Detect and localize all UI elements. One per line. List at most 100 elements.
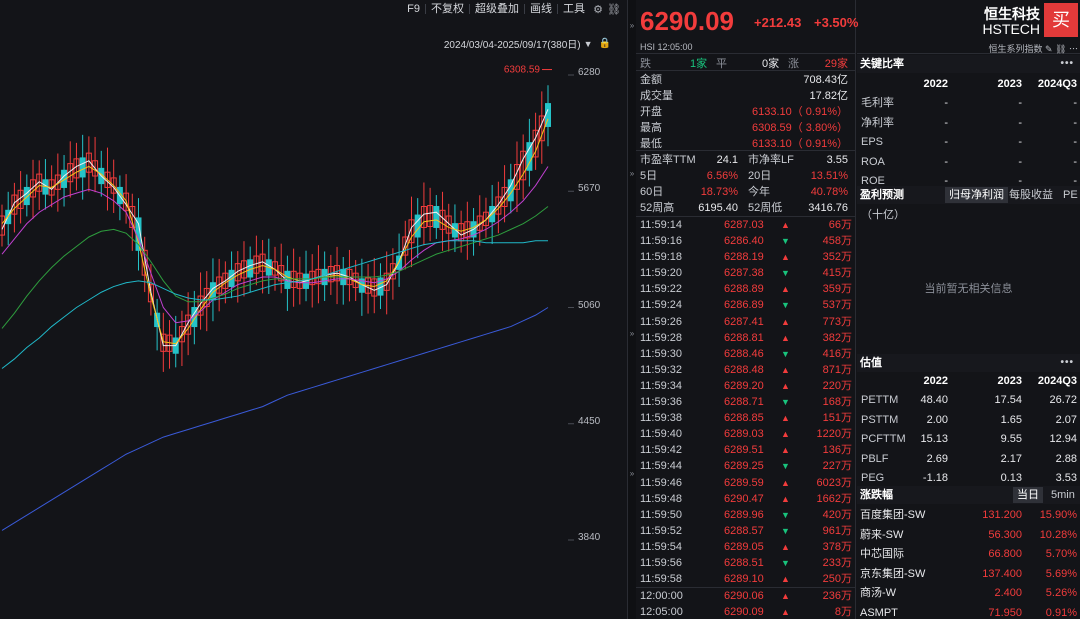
row-label: ROA [861,155,885,168]
link-icon[interactable]: ⛓ [607,3,621,16]
ma-line-2 [1,166,549,324]
toolbar-adjust-button[interactable]: 不复权 [431,3,464,15]
expand-arrow-icon[interactable]: » [629,21,635,30]
tick-row[interactable]: 11:59:36 6288.71 ▼ 168万 [636,394,856,410]
ma-line-0 [1,109,549,347]
tick-row[interactable]: 11:59:14 6287.03 ▲ 66万 [636,217,856,233]
lock-icon[interactable]: 🔒 [598,38,611,49]
tick-row[interactable]: 11:59:54 6289.05 ▲ 378万 [636,539,856,555]
tick-volume: 378万 [822,540,852,553]
mover-price: 56.300 [988,528,1022,541]
tick-row[interactable]: 11:59:44 6289.25 ▼ 227万 [636,458,856,474]
quote-stat-row: 最低 6133.10（ 0.91%） [640,136,852,152]
mover-row[interactable]: ASMPT 71.950 0.91% [857,604,1080,619]
quote-stat-row: 开盘 6133.10（ 0.91%） [640,104,852,120]
chevron-down-icon[interactable]: ▼ [583,38,593,49]
tick-time: 11:59:32 [640,363,683,376]
tab-net-profit[interactable]: 归母净利润 [945,187,1008,203]
tick-time: 11:59:50 [640,508,683,521]
mover-row[interactable]: 京东集团-SW 137.400 5.69% [857,565,1080,584]
tick-time: 11:59:24 [640,299,683,312]
tab-eps[interactable]: 每股收益 [1009,189,1053,201]
tick-time: 12:05:00 [640,606,683,619]
kline-chart-panel[interactable]: 6308.59 F9 不复权 超级叠加 画线 工具 ⚙ ⛓ 2024/03/04… [0,0,628,619]
arrow-down-icon: ▼ [781,348,790,359]
tick-row[interactable]: 11:59:34 6289.20 ▲ 220万 [636,378,856,394]
year-header: 2022 [923,78,948,90]
tick-row[interactable]: 11:59:46 6289.59 ▲ 6023万 [636,475,856,491]
divider [636,587,856,589]
tab-pe[interactable]: PE [1063,189,1078,201]
mover-row[interactable]: 商汤-W 2.400 5.26% [857,584,1080,603]
tick-price: 6288.85 [724,412,764,425]
tick-row[interactable]: 11:59:58 6289.10 ▲ 250万 [636,571,856,587]
tick-row[interactable]: 11:59:40 6289.03 ▲ 1220万 [636,426,856,442]
collapse-strip[interactable]: » » » » [628,0,636,619]
link-icon[interactable]: ⛓ [1055,44,1067,54]
row-label: PEG [861,472,885,484]
more-icon[interactable]: ••• [1060,357,1074,368]
pair-value-2: 40.78% [810,186,848,198]
tick-row[interactable]: 11:59:56 6288.51 ▼ 233万 [636,555,856,571]
toolbar-tools-button[interactable]: 工具 [563,3,585,15]
more-icon[interactable]: ••• [1060,58,1074,69]
tick-row[interactable]: 11:59:20 6287.38 ▼ 415万 [636,265,856,281]
pair-value-1: 18.73% [700,186,738,198]
pair-label-1: 5日 [640,170,658,182]
tick-row[interactable]: 11:59:22 6288.89 ▲ 359万 [636,281,856,297]
tick-row[interactable]: 12:05:00 6290.09 ▲ 8万 [636,604,856,619]
tick-list[interactable]: 11:59:14 6287.03 ▲ 66万 11:59:16 6286.40 ▼ 458万 1… [636,217,856,619]
tick-row[interactable]: 11:59:18 6288.19 ▲ 352万 [636,249,856,265]
toolbar-draw-button[interactable]: 画线 [530,3,552,15]
tick-time: 11:59:38 [640,412,683,425]
toolbar-overlay-button[interactable]: 超级叠加 [475,3,519,15]
date-range-selector[interactable]: 2024/03/04-2025/09/17(380日) ▼ 🔒 [444,36,611,51]
tick-price: 6286.40 [724,235,764,248]
tick-row[interactable]: 11:59:38 6288.85 ▲ 151万 [636,410,856,426]
tick-row[interactable]: 11:59:16 6286.40 ▼ 458万 [636,233,856,249]
tick-row[interactable]: 11:59:28 6288.81 ▲ 382万 [636,330,856,346]
arrow-up-icon: ▲ [781,607,790,618]
arrow-down-icon: ▼ [781,509,790,520]
tick-time: 11:59:30 [640,347,683,360]
tick-time: 11:59:26 [640,315,683,328]
kline-chart[interactable]: 6308.59 [0,0,574,619]
tick-row[interactable]: 11:59:42 6289.51 ▲ 136万 [636,442,856,458]
gear-icon[interactable]: ⚙ [593,3,603,16]
tick-row[interactable]: 11:59:32 6288.48 ▲ 871万 [636,362,856,378]
tick-row[interactable]: 12:00:00 6290.06 ▲ 236万 [636,588,856,604]
row-value: 2.69 [926,452,948,465]
tick-row[interactable]: 11:59:26 6287.41 ▲ 773万 [636,314,856,330]
expand-arrow-icon[interactable]: » [629,469,635,478]
buy-button[interactable]: 买 [1044,3,1078,37]
expand-arrow-icon[interactable]: » [629,329,635,338]
arrow-down-icon: ▼ [781,525,790,536]
arrow-up-icon: ▲ [781,477,790,488]
candle-up [371,278,378,297]
tab-5min[interactable]: 5min [1051,489,1075,501]
table-header-row: 2022 2023 2024Q3 [857,372,1080,391]
tick-row[interactable]: 11:59:30 6288.46 ▼ 416万 [636,346,856,362]
y-tick-label: 5060 [578,299,601,311]
tick-row[interactable]: 11:59:52 6288.57 ▼ 961万 [636,523,856,539]
year-header: 2024Q3 [1037,375,1077,387]
row-label: EPS [861,136,884,148]
expand-arrow-icon[interactable]: » [629,169,635,178]
quote-stat-label: 最低 [640,138,662,150]
mover-row[interactable]: 中芯国际 66.800 5.70% [857,545,1080,564]
more-icon[interactable]: ⋯ [1068,44,1078,54]
toolbar-f9-button[interactable]: F9 [407,3,420,15]
edit-icon[interactable]: ✎ [1044,44,1053,54]
arrow-up-icon: ▲ [781,364,790,375]
tab-today[interactable]: 当日 [1013,487,1043,503]
tick-row[interactable]: 11:59:50 6289.96 ▼ 420万 [636,507,856,523]
quote-stat-value: 17.82亿 [809,90,848,102]
mover-row[interactable]: 蔚来-SW 56.300 10.28% [857,526,1080,545]
arrow-down-icon: ▼ [781,268,790,279]
row-value: - [1018,155,1022,168]
tick-row[interactable]: 11:59:24 6286.89 ▼ 537万 [636,297,856,313]
tick-row[interactable]: 11:59:48 6290.47 ▲ 1662万 [636,491,856,507]
mover-row[interactable]: 百度集团-SW 131.200 15.90% [857,506,1080,525]
quote-stat-label: 成交量 [640,90,673,102]
ma-line-3 [1,206,549,329]
